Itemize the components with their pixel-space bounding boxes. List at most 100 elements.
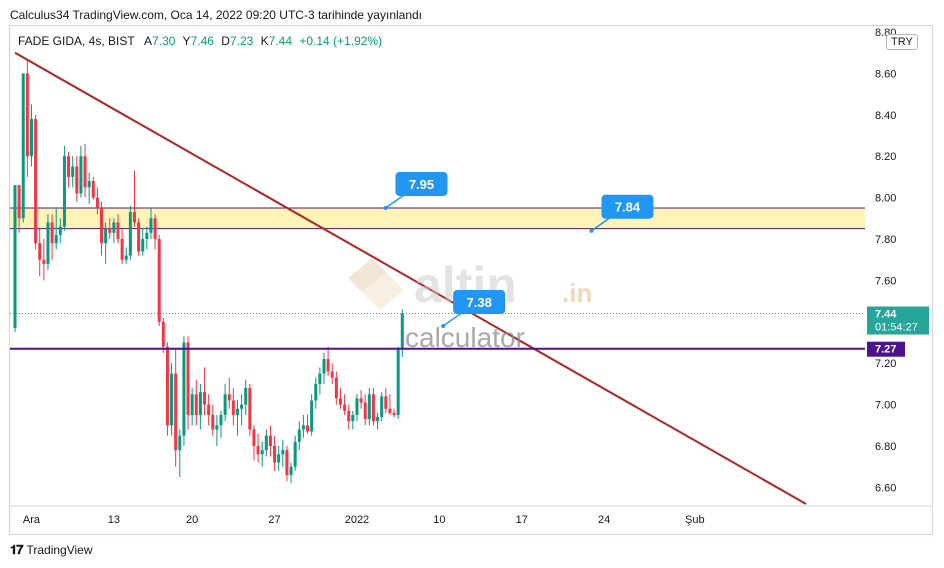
candle-body bbox=[165, 346, 169, 426]
callout-anchor bbox=[383, 205, 388, 210]
candle-body bbox=[128, 212, 132, 256]
low-label: D bbox=[221, 34, 230, 48]
candle-body bbox=[260, 450, 264, 455]
candle bbox=[297, 421, 301, 451]
candle-body bbox=[277, 454, 281, 463]
y-tick-label: 6.60 bbox=[875, 482, 896, 494]
candle-body bbox=[252, 429, 256, 446]
candle bbox=[50, 214, 54, 260]
candle bbox=[21, 73, 25, 223]
candle-body bbox=[116, 222, 120, 239]
candle bbox=[104, 222, 108, 264]
candle-body bbox=[330, 371, 334, 378]
candle bbox=[182, 336, 186, 446]
candle-body bbox=[235, 408, 239, 415]
candle-body bbox=[256, 446, 260, 455]
candle-body bbox=[34, 118, 38, 244]
candle-body bbox=[359, 398, 363, 403]
candle-body bbox=[293, 441, 297, 467]
y-tick-label: 7.20 bbox=[875, 358, 896, 370]
candle-body bbox=[207, 404, 211, 415]
chart-frame bbox=[9, 25, 933, 535]
candle bbox=[330, 363, 334, 384]
candle-body bbox=[153, 218, 157, 239]
candle-body bbox=[268, 435, 272, 446]
candle bbox=[273, 435, 277, 471]
candle-body bbox=[79, 156, 83, 194]
candle-body bbox=[227, 394, 231, 401]
candle bbox=[260, 441, 264, 467]
candle bbox=[145, 226, 149, 250]
candle-body bbox=[244, 388, 248, 405]
candle bbox=[137, 218, 141, 256]
candle-body bbox=[91, 181, 95, 198]
candle-body bbox=[29, 118, 33, 157]
candle bbox=[380, 392, 384, 422]
y-tick-label: 6.80 bbox=[875, 441, 896, 453]
candle bbox=[79, 145, 83, 198]
candle bbox=[141, 228, 145, 256]
candle bbox=[120, 228, 124, 264]
candle-body bbox=[137, 222, 141, 252]
candle-body bbox=[240, 404, 244, 409]
candle bbox=[71, 156, 75, 188]
callout-anchor bbox=[441, 323, 446, 328]
candle-body bbox=[355, 398, 359, 415]
candle-body bbox=[170, 373, 174, 426]
candle-body bbox=[17, 185, 21, 219]
candle-body bbox=[223, 394, 227, 415]
candle bbox=[376, 412, 380, 430]
candle-body bbox=[120, 239, 124, 260]
callout-pointer bbox=[385, 193, 406, 209]
candle-body bbox=[62, 156, 66, 227]
candle bbox=[396, 346, 400, 420]
candle-body bbox=[50, 222, 54, 244]
candle bbox=[161, 317, 165, 353]
candle bbox=[235, 400, 239, 436]
candle-body bbox=[318, 373, 322, 384]
candle bbox=[194, 379, 198, 426]
candle-body bbox=[231, 400, 235, 415]
candle-body bbox=[149, 218, 153, 233]
candle bbox=[112, 218, 116, 244]
candle bbox=[326, 346, 330, 376]
candle-body bbox=[322, 359, 326, 374]
candles bbox=[13, 58, 404, 484]
candle-body bbox=[174, 373, 178, 451]
price-callouts: 7.95 7.84 7.38 bbox=[383, 171, 654, 328]
candle-body bbox=[54, 234, 58, 244]
candle bbox=[314, 377, 318, 409]
candle bbox=[198, 383, 202, 430]
candle bbox=[371, 388, 375, 426]
candle-body bbox=[367, 394, 371, 420]
candle-body bbox=[384, 396, 388, 409]
callout-anchor bbox=[589, 228, 594, 233]
callout-pointer bbox=[591, 216, 612, 232]
footer-brand: TradingView bbox=[26, 543, 93, 557]
candle bbox=[306, 414, 310, 434]
candle bbox=[240, 394, 244, 426]
x-tick-label: Şub bbox=[685, 514, 705, 526]
candle-body bbox=[273, 446, 277, 463]
candle-body bbox=[58, 226, 62, 235]
candle bbox=[264, 429, 268, 457]
candle bbox=[367, 388, 371, 426]
candle bbox=[318, 367, 322, 395]
x-tick-label: 27 bbox=[268, 514, 280, 526]
candle-body bbox=[186, 342, 190, 415]
candle-body bbox=[21, 73, 25, 219]
price-callout: 7.95 bbox=[383, 171, 448, 210]
countdown-label: 01:54:27 bbox=[875, 322, 918, 334]
candle bbox=[343, 394, 347, 415]
candle-body bbox=[108, 228, 112, 233]
currency-button[interactable]: TRY bbox=[886, 34, 918, 50]
callout-box bbox=[453, 289, 506, 314]
candle bbox=[400, 309, 404, 357]
candle-body bbox=[87, 181, 91, 188]
symbol-name: FADE GIDA, 4s, BIST bbox=[18, 34, 135, 48]
y-tick-label: 7.00 bbox=[875, 400, 896, 412]
candle-body bbox=[161, 321, 165, 347]
candle bbox=[215, 414, 219, 446]
candle bbox=[392, 408, 396, 418]
